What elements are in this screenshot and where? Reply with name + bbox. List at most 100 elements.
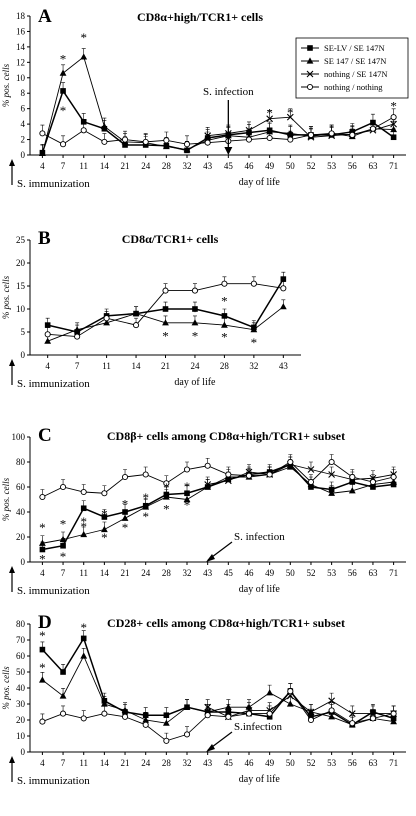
series-line <box>42 690 394 742</box>
legend-marker <box>307 45 313 51</box>
data-point <box>39 718 46 725</box>
data-point <box>204 462 211 469</box>
data-point <box>38 149 46 157</box>
data-point <box>163 480 170 487</box>
x-tick-label: 63 <box>368 161 378 171</box>
data-point <box>162 142 170 150</box>
data-point <box>80 127 87 134</box>
x-tick-label: 52 <box>306 161 315 171</box>
y-tick-label: 80 <box>16 457 26 467</box>
immunization-label: S. immunization <box>17 378 90 390</box>
data-point <box>101 514 108 520</box>
y-tick-label: 10 <box>16 304 26 314</box>
data-point <box>162 306 169 312</box>
infection-label: S. infection <box>234 531 285 543</box>
data-point <box>38 676 46 683</box>
y-axis-label: % pos. cells <box>1 477 11 521</box>
data-point <box>390 120 397 128</box>
series-line <box>42 463 394 551</box>
x-tick-label: 32 <box>183 568 192 578</box>
data-point <box>390 718 398 725</box>
y-tick-label: 100 <box>12 432 26 442</box>
x-tick-label: 45 <box>224 568 234 578</box>
series-circle <box>39 683 397 744</box>
data-point <box>328 130 335 137</box>
x-tick-label: 24 <box>141 161 151 171</box>
x-tick-label: 14 <box>100 161 110 171</box>
significance-star: * <box>184 479 191 494</box>
error-bar <box>205 699 210 708</box>
x-tick-label: 4 <box>40 758 45 768</box>
infection-annotation: S.infection <box>206 721 282 752</box>
data-point <box>286 113 294 121</box>
x-tick-label: 4 <box>40 568 45 578</box>
x-tick-label: 4 <box>40 161 45 171</box>
data-point <box>60 141 67 148</box>
legend-label: nothing / nothing <box>324 82 383 92</box>
data-point <box>80 635 87 642</box>
infection-arrow-head <box>224 147 233 155</box>
x-axis-label: day of life <box>239 774 281 785</box>
x-tick-label: 11 <box>79 758 88 768</box>
immunization-arrow-head <box>9 756 15 763</box>
data-point <box>183 141 191 148</box>
data-point <box>101 710 108 717</box>
legend-label: SE 147 / SE 147N <box>324 56 386 66</box>
legend-label: SE-LV / SE 147N <box>324 43 385 53</box>
data-point <box>390 114 397 121</box>
x-tick-label: 56 <box>348 568 358 578</box>
data-point <box>121 514 129 521</box>
x-tick-label: 49 <box>265 568 275 578</box>
series-square <box>44 271 287 335</box>
error-bar <box>350 705 355 714</box>
y-tick-label: 18 <box>16 11 26 21</box>
x-tick-label: 53 <box>327 568 337 578</box>
data-point <box>286 463 294 470</box>
infection-arrow-head <box>206 554 215 562</box>
data-point <box>224 703 232 710</box>
data-point <box>132 310 140 317</box>
x-tick-label: 46 <box>244 758 254 768</box>
data-point <box>266 471 273 478</box>
data-point <box>328 489 336 496</box>
data-point <box>121 473 129 481</box>
data-point <box>183 703 191 710</box>
data-point <box>39 546 46 553</box>
significance-star: * <box>60 549 67 564</box>
legend-marker <box>306 57 314 64</box>
y-tick-label: 16 <box>16 26 26 36</box>
data-point <box>221 321 228 328</box>
x-tick-label: 53 <box>327 161 337 171</box>
error-bar <box>329 466 334 475</box>
x-tick-label: 24 <box>190 361 200 371</box>
y-tick-label: 12 <box>16 57 25 67</box>
significance-star: * <box>142 490 149 505</box>
data-point <box>287 458 294 466</box>
series-circle <box>39 454 397 501</box>
legend: SE-LV / SE 147N SE 147 / SE 147N nothing /… <box>295 37 409 99</box>
x-tick-label: 43 <box>279 361 289 371</box>
data-point <box>204 139 211 146</box>
x-tick-label: 43 <box>203 568 213 578</box>
x-tick-label: 21 <box>121 758 130 768</box>
data-point <box>183 495 191 503</box>
data-point <box>38 539 46 546</box>
error-bar <box>288 108 293 118</box>
x-tick-label: 49 <box>265 758 275 768</box>
data-point <box>349 720 356 727</box>
panel-letter: B <box>38 228 51 249</box>
x-tick-label: 50 <box>286 161 296 171</box>
data-point <box>100 525 108 533</box>
significance-star: * <box>122 496 129 511</box>
series-circle <box>39 108 397 148</box>
data-point <box>225 713 232 720</box>
x-tick-label: 7 <box>61 161 66 171</box>
x-tick-label: 11 <box>79 161 88 171</box>
data-point <box>142 721 149 728</box>
data-point <box>328 471 336 478</box>
data-point <box>279 303 287 310</box>
significance-star: * <box>192 304 199 319</box>
data-point <box>73 326 81 333</box>
data-point <box>224 477 232 485</box>
